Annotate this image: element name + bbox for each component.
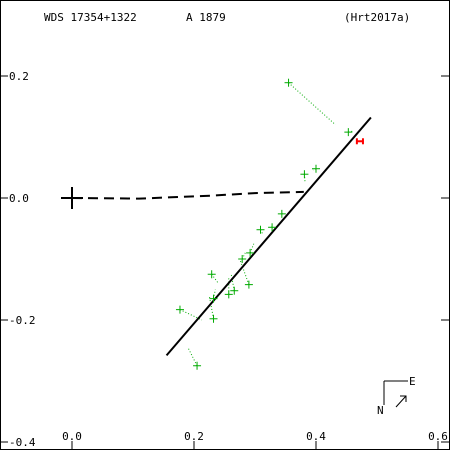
x-tick-label: 0.4 (306, 430, 326, 443)
residual-line (179, 309, 203, 321)
highlight-observation (355, 138, 364, 145)
wds-designation: WDS 17354+1322 (44, 11, 137, 24)
compass-north-label: N (377, 404, 384, 417)
component-label: A 1879 (186, 11, 226, 24)
x-tick-label: 0.6 (428, 430, 448, 443)
observation-point (207, 270, 216, 279)
x-tick-label: 0.2 (184, 430, 204, 443)
y-tick-label: 0.2 (9, 70, 29, 83)
y-tick-label: -0.2 (9, 314, 36, 327)
observation-point (284, 78, 293, 87)
observation-point (244, 280, 253, 289)
observation-point (256, 225, 265, 234)
observation-point (230, 286, 239, 295)
observation-point (246, 248, 255, 257)
motion-arrow (395, 395, 407, 408)
plot-data (61, 78, 372, 370)
observation-point (344, 128, 353, 137)
residual-line (241, 252, 246, 260)
axis-ticks: 0.0 0.2 0.4 0.6 0.2 0.0 -0.2 -0.4 (1, 70, 449, 449)
residual-line (208, 295, 215, 319)
compass-east-label: E (409, 375, 416, 388)
orbit-line (165, 116, 372, 357)
y-tick-label: -0.4 (9, 436, 36, 449)
observation-point (209, 314, 218, 323)
observation-point (277, 209, 286, 218)
residual-line (211, 273, 219, 284)
y-tick-label: 0.0 (9, 192, 29, 205)
observation-point (175, 305, 184, 314)
observation-point (238, 255, 247, 263)
residual-line (187, 347, 198, 366)
compass: E N (377, 375, 416, 417)
x-tick-label: 0.0 (62, 430, 82, 443)
observation-point (224, 290, 233, 299)
reference-label: (Hrt2017a) (344, 11, 410, 24)
motion-arrowhead (400, 395, 407, 402)
observation-point (312, 164, 320, 173)
observation-point (193, 361, 202, 370)
observation-point (268, 223, 277, 232)
observation-point (209, 294, 218, 303)
node-line (71, 190, 304, 200)
observation-point (300, 170, 309, 179)
